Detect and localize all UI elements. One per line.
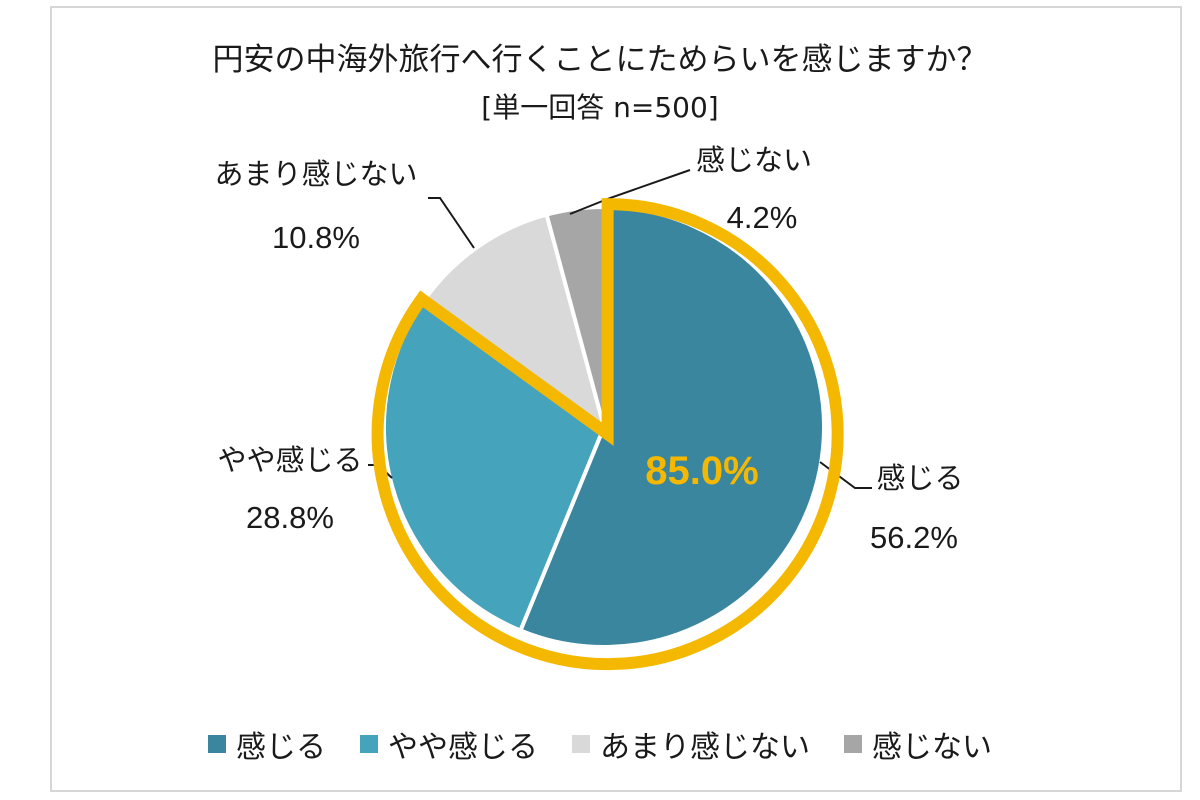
data-label-name-3: あまり感じない bbox=[214, 157, 417, 191]
highlight-total-label: 85.0% bbox=[645, 449, 758, 493]
data-label-value-2: 28.8% bbox=[246, 500, 334, 535]
legend-item-2: やや感じる bbox=[360, 722, 538, 766]
data-label-name-1: 感じる bbox=[876, 461, 963, 495]
legend-label-1: 感じる bbox=[236, 730, 326, 765]
chart-title: 円安の中海外旅行へ行くことにためらいを感じますか？ bbox=[212, 42, 988, 78]
chart-subtitle: [単一回答 n=500] bbox=[481, 91, 719, 124]
legend-label-3: あまり感じない bbox=[600, 730, 810, 765]
legend-swatch-4 bbox=[844, 735, 862, 753]
legend-label-2: やや感じる bbox=[388, 730, 538, 765]
data-label-value-3: 10.8% bbox=[272, 220, 360, 255]
legend-item-1: 感じる bbox=[208, 722, 326, 766]
chart-legend: 感じる やや感じる あまり感じない 感じない bbox=[0, 722, 1200, 766]
highlight-outline bbox=[371, 198, 844, 671]
leader-line-3 bbox=[428, 197, 475, 249]
leader-line-4 bbox=[569, 169, 691, 215]
legend-item-3: あまり感じない bbox=[572, 722, 810, 766]
legend-swatch-3 bbox=[572, 735, 590, 753]
legend-label-4: 感じない bbox=[872, 730, 992, 765]
data-label-name-4: 感じない bbox=[696, 143, 812, 177]
legend-swatch-2 bbox=[360, 735, 378, 753]
data-label-value-4: 4.2% bbox=[727, 200, 798, 235]
data-label-name-2: やや感じる bbox=[217, 443, 362, 477]
legend-item-4: 感じない bbox=[844, 722, 992, 766]
legend-swatch-1 bbox=[208, 735, 226, 753]
data-label-value-1: 56.2% bbox=[870, 520, 958, 555]
